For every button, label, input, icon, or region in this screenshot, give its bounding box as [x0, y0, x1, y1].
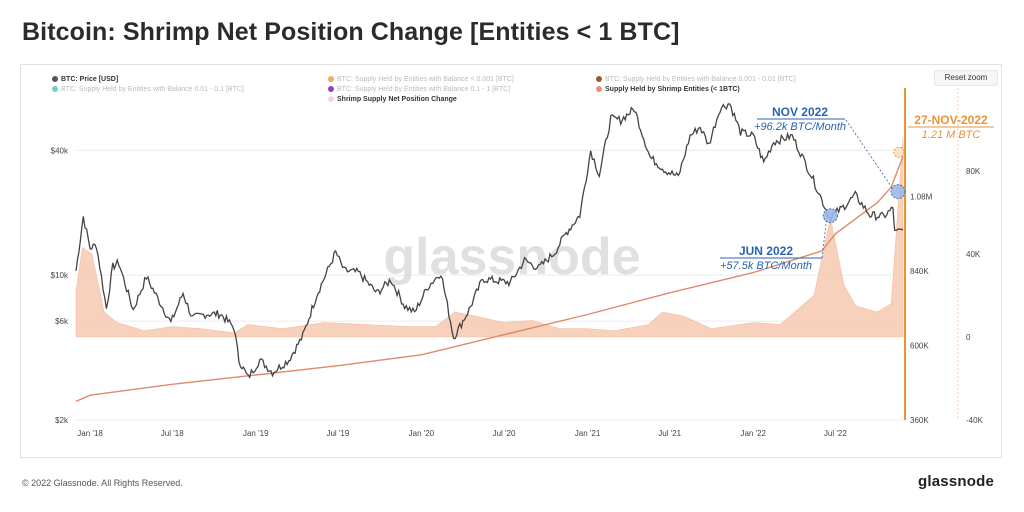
- legend-dot-icon: [328, 96, 334, 102]
- y-right-tick-label: 80K: [966, 167, 981, 176]
- legend-dot-icon: [596, 86, 602, 92]
- nov-2022-annotation-value: +96.2k BTC/Month: [754, 121, 846, 133]
- x-axis-tick-label: Jan '19: [243, 429, 269, 438]
- footer-logo: glassnode: [918, 473, 994, 490]
- latest-value-annotation: 1.21 M BTC: [922, 129, 981, 141]
- latest-supply-marker[interactable]: [893, 146, 905, 158]
- y-right-tick-label: 0: [966, 333, 971, 342]
- shrimp-supply-line: [75, 156, 904, 403]
- x-axis-tick-label: Jan '21: [575, 429, 601, 438]
- legend-label: BTC: Supply Held by Entities with Balanc…: [605, 75, 796, 83]
- legend-label: BTC: Supply Held by Entities with Balanc…: [337, 85, 511, 93]
- jun-2022-annotation-value: +57.5k BTC/Month: [720, 260, 812, 272]
- nov-2022-annotation-title: NOV 2022: [772, 105, 828, 119]
- x-axis-tick-label: Jul '19: [326, 429, 349, 438]
- x-axis-tick-label: Jul '20: [493, 429, 516, 438]
- x-axis-tick-label: Jul '18: [161, 429, 184, 438]
- legend-label: BTC: Price [USD]: [61, 75, 119, 83]
- x-axis-tick-label: Jan '20: [409, 429, 435, 438]
- y-left-tick-label: $40k: [51, 146, 69, 155]
- legend-item[interactable]: Shrimp Supply Net Position Change: [328, 94, 457, 104]
- y-mid-tick-label: 600K: [910, 342, 929, 351]
- y-right-tick-label: -40K: [966, 416, 984, 425]
- net-position-change-area: [75, 137, 904, 338]
- nov-2022-marker[interactable]: [890, 184, 906, 200]
- legend-dot-icon: [52, 76, 58, 82]
- x-axis-tick-label: Jan '22: [740, 429, 766, 438]
- legend-item[interactable]: BTC: Supply Held by Entities with Balanc…: [596, 74, 796, 84]
- x-axis-tick-label: Jul '22: [824, 429, 847, 438]
- page-title: Bitcoin: Shrimp Net Position Change [Ent…: [22, 18, 680, 46]
- nov-2022-connector: [845, 119, 893, 188]
- legend-label: BTC: Supply Held by Entities with Balanc…: [61, 85, 244, 93]
- y-mid-tick-label: 1.08M: [910, 193, 933, 202]
- y-left-tick-label: $2k: [55, 416, 69, 425]
- legend-dot-icon: [52, 86, 58, 92]
- legend-dot-icon: [328, 86, 334, 92]
- jun-2022-annotation-title: JUN 2022: [739, 244, 793, 258]
- legend-item[interactable]: BTC: Supply Held by Entities with Balanc…: [328, 74, 514, 84]
- btc-price-line: [75, 103, 904, 380]
- x-axis-tick-label: Jul '21: [658, 429, 681, 438]
- legend-item[interactable]: BTC: Price [USD]: [52, 74, 118, 84]
- legend-label: Shrimp Supply Net Position Change: [337, 95, 457, 103]
- latest-date-annotation: 27-NOV-2022: [914, 113, 988, 127]
- legend-dot-icon: [596, 76, 602, 82]
- legend-item[interactable]: Supply Held by Shrimp Entities (< 1BTC): [596, 84, 740, 94]
- y-right-tick-label: 40K: [966, 250, 981, 259]
- jun-2022-marker[interactable]: [822, 208, 838, 224]
- y-mid-tick-label: 360K: [910, 416, 929, 425]
- legend-item[interactable]: BTC: Supply Held by Entities with Balanc…: [52, 84, 244, 94]
- legend-dot-icon: [328, 76, 334, 82]
- y-left-tick-label: $6k: [55, 317, 69, 326]
- reset-zoom-button[interactable]: Reset zoom: [934, 70, 998, 86]
- footer-copyright: © 2022 Glassnode. All Rights Reserved.: [22, 478, 183, 488]
- legend-label: BTC: Supply Held by Entities with Balanc…: [337, 75, 514, 83]
- legend-label: Supply Held by Shrimp Entities (< 1BTC): [605, 85, 740, 93]
- legend-item[interactable]: BTC: Supply Held by Entities with Balanc…: [328, 84, 510, 94]
- y-left-tick-label: $10k: [51, 271, 69, 280]
- x-axis-tick-label: Jan '18: [77, 429, 103, 438]
- y-mid-tick-label: 840K: [910, 267, 929, 276]
